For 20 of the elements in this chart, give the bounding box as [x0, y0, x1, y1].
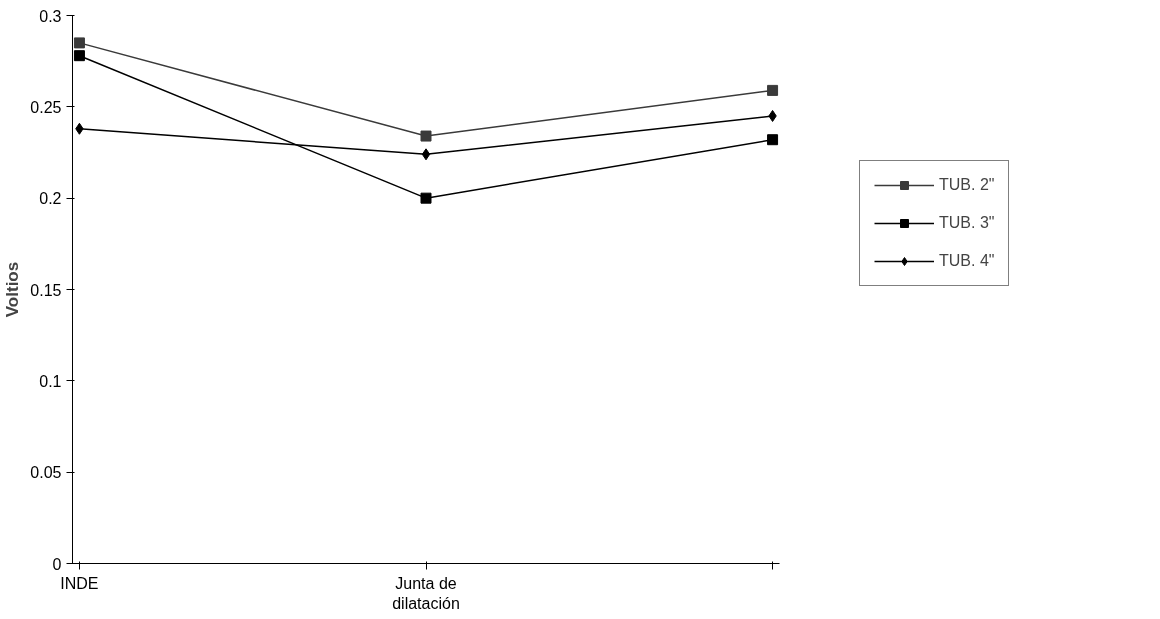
point [767, 84, 779, 96]
point [420, 130, 432, 142]
point [421, 148, 431, 161]
point [767, 134, 779, 146]
y-tick-label: 0.15 [30, 281, 62, 299]
legend-label: TUB. 4" [939, 252, 995, 270]
legend-label: TUB. 3" [939, 214, 995, 232]
point [420, 192, 432, 204]
y-tick-label: 0.1 [39, 372, 62, 390]
point [73, 50, 85, 62]
point [73, 37, 85, 49]
y-tick-label: 0 [52, 555, 62, 573]
y-tick-label: 0.2 [39, 190, 62, 208]
y-tick-label: 0.3 [39, 7, 62, 25]
y-axis-title: Voltios [3, 261, 23, 318]
y-tick-label: 0.05 [30, 464, 62, 482]
x-tick-label: INDE [60, 574, 99, 592]
legend-label: TUB. 2" [939, 176, 995, 194]
y-tick-label: 0.25 [30, 98, 62, 116]
x-tick-label: Junta de dilatación [392, 574, 460, 612]
